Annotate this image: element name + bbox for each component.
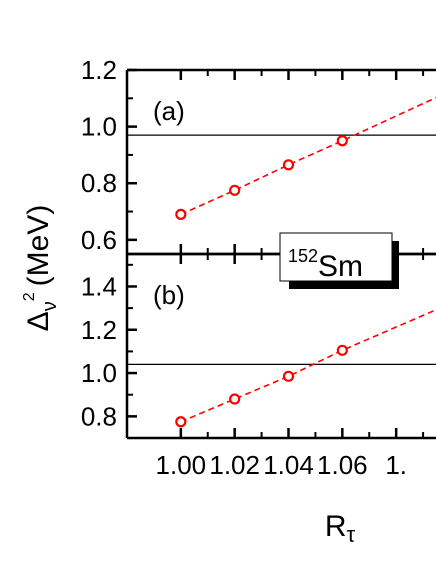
panel-a: 0.6 0.8 1.0 1.2 (a) xyxy=(81,55,436,256)
nucleus-label-box: 152Sm xyxy=(279,232,399,289)
x-tick-label: 1.04 xyxy=(263,450,314,480)
y-tick-label: 0.8 xyxy=(81,168,117,198)
series-line xyxy=(180,308,436,423)
y-tick-label: 1.4 xyxy=(81,271,117,301)
y-axis-sub: ν xyxy=(39,301,61,311)
data-point xyxy=(336,135,348,147)
data-point xyxy=(229,184,241,196)
y-tick-label: 0.8 xyxy=(81,401,117,431)
nucleus-label: 152Sm xyxy=(288,246,363,283)
panel-label: (a) xyxy=(153,96,185,126)
data-point xyxy=(282,159,295,171)
y-tick-label: 0.6 xyxy=(81,225,117,255)
y-axis-title: Δν2 (MeV) xyxy=(21,205,61,332)
x-tick-label: 1.00 xyxy=(156,450,207,480)
data-point xyxy=(229,393,241,405)
y-tick-label: 1.0 xyxy=(81,358,117,388)
y-tick-label: 1.2 xyxy=(81,315,117,345)
y-axis-delta: Δ xyxy=(22,311,55,331)
x-tick-label: 1. xyxy=(385,450,407,480)
panel-label: (b) xyxy=(153,280,185,310)
data-point xyxy=(175,208,187,220)
y-tick-label: 1.0 xyxy=(81,112,117,142)
x-tick-label: 1.06 xyxy=(317,450,368,480)
y-tick-label: 1.2 xyxy=(81,55,117,85)
y-axis-unit: (MeV) xyxy=(22,205,55,287)
x-axis-title: Rτ xyxy=(325,510,356,547)
svg-text:Δν2(MeV): Δν2 (MeV) xyxy=(21,205,61,332)
data-point xyxy=(175,416,187,428)
data-point xyxy=(282,370,295,382)
series-line xyxy=(180,96,436,216)
x-tick-label: 1.02 xyxy=(209,450,260,480)
data-point xyxy=(336,344,348,356)
y-axis-sup: 2 xyxy=(21,292,38,301)
